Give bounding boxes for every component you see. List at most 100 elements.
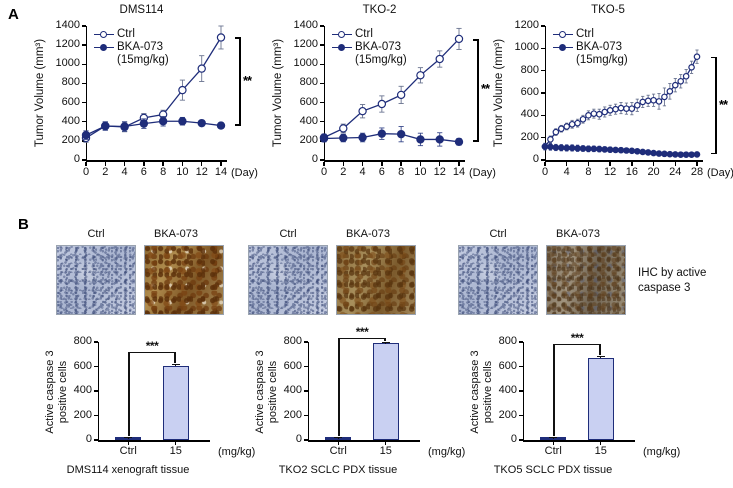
x-tick-label-dms114-4: 8 [160,166,167,178]
x-tick-tko5-7 [696,161,698,166]
legend-label-bka073-tko2: BKA-073 [355,41,402,54]
y-tick-tko5-1 [541,136,545,139]
bar-x-tick-label-tko2-1: 15 [379,445,392,457]
y-tick-dms114-6 [82,44,86,46]
bar-y-tick-label-tko5-0: 0 [510,433,517,445]
bar-y-tick-label-tko5-2: 400 [498,384,517,396]
x-tick-label-tko5-1: 4 [563,166,570,178]
x-tick-label-tko5-6: 24 [669,166,682,178]
bar-y-tick-label-tko5-4: 800 [498,335,517,347]
y-tick-dms114-3 [82,101,86,104]
legend-label-dose-tko2: (15mg/kg) [355,54,407,66]
y-tick-label-tko2-7: 1400 [293,19,318,31]
legend-marker-bka073-icon-tko2 [332,41,352,54]
bar-bracket-left [338,338,340,436]
bar-y-tick-label-dms114-0: 0 [85,433,92,445]
bar-chart-tko2: Active caspase 3 positive cells 0 200 400 600… [240,325,465,480]
legend-tko2: Ctrl BKA-073 (15mg/kg) [332,28,407,67]
line-chart-tko2: TKO-2 Tumor Volume (mm³) 0 200 400 600 800 1000… [262,4,497,194]
legend-label-dose-tko5: (15mg/kg) [576,54,628,66]
y-tick-tko5-3 [541,92,545,94]
x-tick-tko2-3 [381,161,383,166]
bar-errorcap-tko2-1 [381,341,390,344]
legend-dot-ctrl [100,31,107,38]
y-tick-tko5-0 [541,159,545,161]
ihc-label-bka073-dms114: BKA-073 [153,228,199,240]
x-tick-label-dms114-3: 6 [140,166,147,178]
x-tick-dms114-1 [104,161,106,166]
series-bka073-tko5 [541,142,701,158]
y-tick-dms114-1 [82,140,86,142]
significance-bracket-tko2 [471,38,479,142]
bar-errorcap-dms114-1 [171,363,180,365]
bar-chart-dms114: Active caspase 3 positive cells 0 200 400 600… [30,330,255,480]
x-tick-dms114-5 [181,161,184,166]
panel-a-letter: A [8,6,19,23]
ihc-note-line2: caspase 3 [638,282,691,294]
bar-significance-bracket-tko2 [338,338,386,436]
y-tick-label-tko2-1: 200 [299,133,318,146]
significance-bracket-tko5 [709,56,717,155]
line-chart-dms114: DMS114 Tumor Volume (mm³) 0 200 400 600 800 100… [24,4,259,194]
bar-x-tick-tko5-0 [552,441,554,445]
bar-y-axis-tko5 [522,342,525,441]
bar-bracket-left [553,343,555,436]
bar-y-tick-dms114-2 [94,390,98,392]
bar-y-tick-label-tko5-3: 600 [498,359,517,372]
bracket-vertical [715,56,717,155]
y-tick-dms114-7 [82,25,86,27]
ihc-image-ctrl-tko5 [458,245,538,315]
x-tick-tko5-4 [631,161,633,166]
bracket-cap-bottom [473,140,479,142]
bar-x-tick-label-tko2-0: Ctrl [329,445,347,457]
bracket-cap-top [235,37,241,40]
y-tick-dms114-4 [82,82,86,85]
bracket-cap-bottom [235,123,241,126]
bar-y-tick-tko5-4 [519,341,523,343]
y-tick-label-tko2-6: 1200 [293,38,318,51]
bar-x-tick-tko2-1 [385,441,387,445]
legend-dot-ctrl [338,31,345,38]
legend-dot-bka073 [338,44,345,51]
x-axis-dms114 [86,160,227,162]
bar-bracket-right [599,343,601,355]
bar-significance-bracket-dms114 [128,351,176,436]
x-tick-label-dms114-6: 12 [195,166,208,178]
x-tick-tko2-1 [342,161,344,166]
x-tick-label-tko2-7: 14 [452,166,466,178]
x-axis-unit-dms114: (Day) [231,167,258,179]
legend-label-bka073-tko5: BKA-073 [576,41,623,54]
bar-x-tick-label-dms114-0: Ctrl [119,445,137,457]
x-tick-label-tko2-0: 0 [320,166,328,178]
x-tick-tko5-2 [587,161,590,166]
legend-label-dose-dms114: (15mg/kg) [117,54,169,66]
legend-dot-bka073 [100,44,107,51]
x-tick-dms114-2 [123,161,126,166]
y-tick-label-tko5-6: 1200 [514,19,539,31]
bar-y-tick-tko2-1 [304,414,308,417]
y-tick-dms114-5 [82,63,86,65]
x-tick-dms114-4 [162,161,164,166]
y-tick-label-tko5-1: 200 [520,130,539,143]
x-tick-dms114-3 [143,161,145,166]
bar-y-axis-label-line1-tko5: Active caspase 3 [469,350,481,434]
bar-dms114-15 [162,365,189,440]
legend-marker-bka073-icon-dms114 [94,41,114,54]
x-tick-tko5-6 [674,161,676,166]
y-tick-label-dms114-5: 1000 [55,57,80,70]
x-tick-tko2-4 [400,161,402,166]
legend-label-ctrl-tko2: Ctrl [355,28,373,41]
y-tick-label-tko5-4: 800 [520,63,539,76]
y-tick-tko2-0 [320,159,324,161]
bar-x-axis-tko2 [308,440,420,442]
bar-y-tick-tko2-0 [304,439,308,441]
bar-y-axis-label-line1-tko2: Active caspase 3 [254,350,266,434]
bar-bracket-left [128,351,130,436]
bar-x-tick-dms114-1 [175,441,177,445]
bar-tko2-15 [372,343,399,440]
significance-bracket-dms114 [233,37,241,126]
y-tick-tko2-1 [320,140,324,142]
x-axis-tko2 [324,160,465,162]
bar-y-tick-dms114-0 [94,439,98,441]
legend-dot-ctrl [559,31,566,38]
